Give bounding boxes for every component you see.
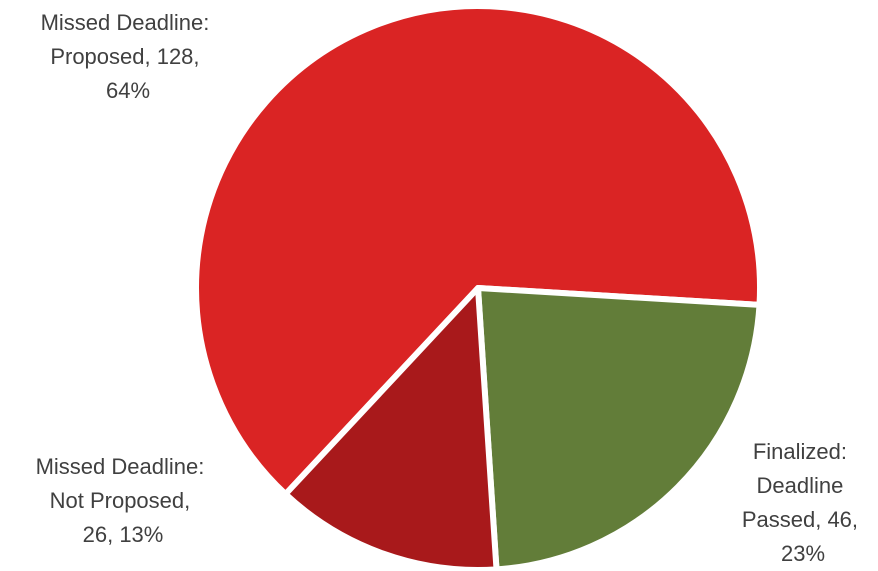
slice-label-missed-proposed: Missed Deadline: Proposed, 128, 64%	[41, 10, 216, 103]
slice-label-finalized: Finalized: Deadline Passed, 46, 23%	[742, 439, 864, 566]
slice-finalized	[478, 288, 759, 569]
pie-slices	[196, 6, 760, 570]
slice-label-missed-not-proposed: Missed Deadline: Not Proposed, 26, 13%	[36, 454, 211, 547]
